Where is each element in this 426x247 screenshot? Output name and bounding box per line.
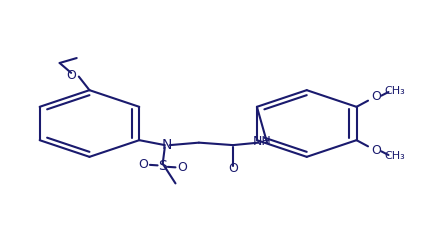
Text: CH₃: CH₃ xyxy=(385,86,405,96)
Text: CH₃: CH₃ xyxy=(385,151,405,161)
Text: O: O xyxy=(177,161,187,174)
Text: NH: NH xyxy=(253,135,271,148)
Text: N: N xyxy=(162,138,172,152)
Text: O: O xyxy=(371,144,381,157)
Text: O: O xyxy=(228,162,238,175)
Text: S: S xyxy=(158,159,167,173)
Text: O: O xyxy=(138,158,149,171)
Text: O: O xyxy=(66,69,76,82)
Text: O: O xyxy=(371,90,381,103)
